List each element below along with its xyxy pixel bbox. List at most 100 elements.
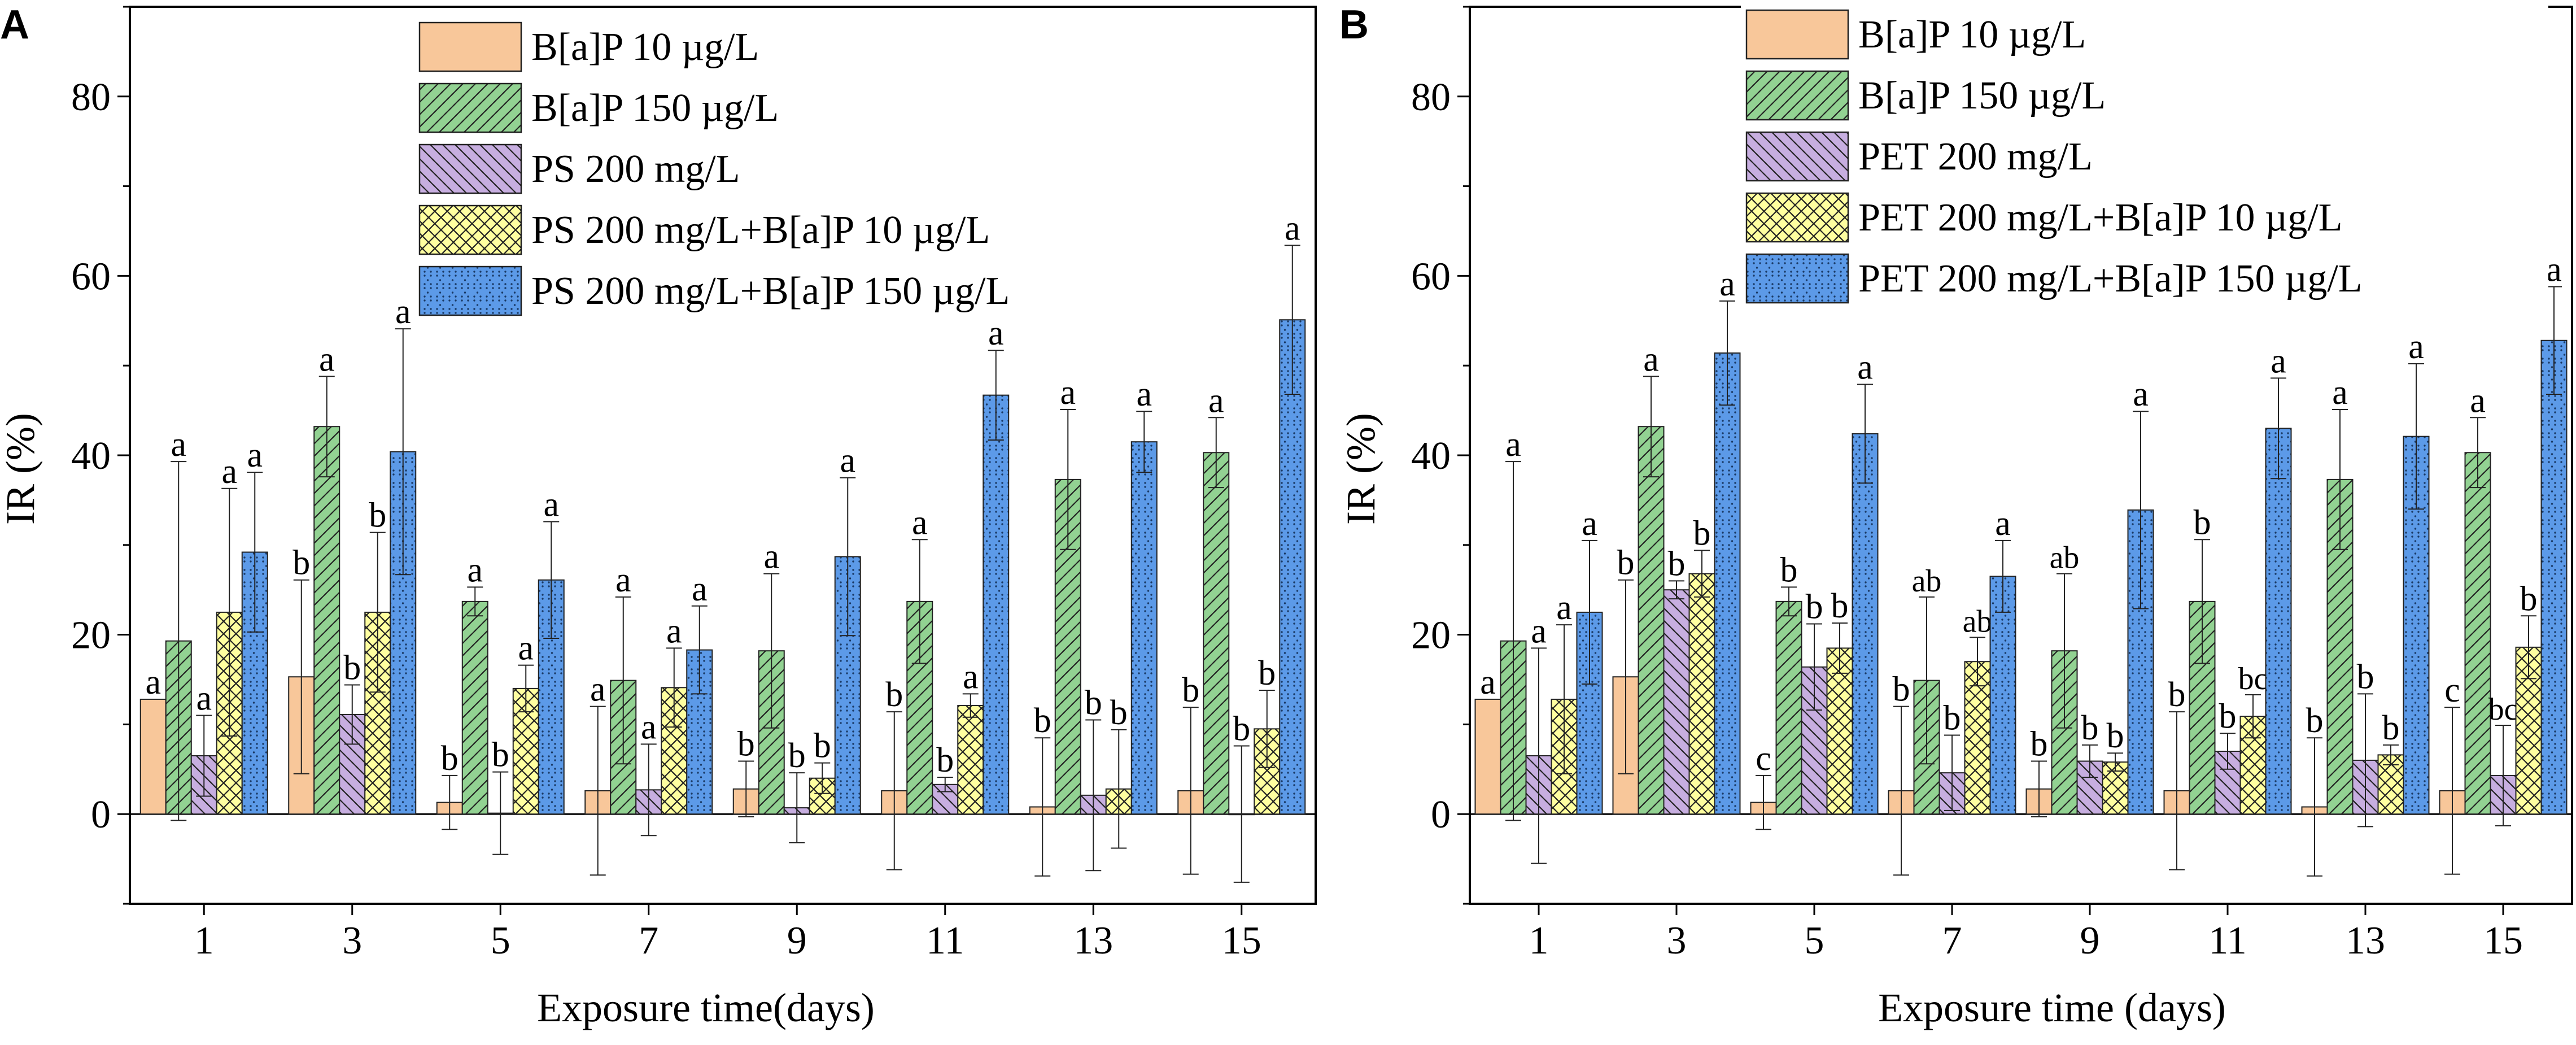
significance-label: b (2219, 697, 2237, 735)
legend-label: B[a]P 150 µg/L (531, 86, 779, 130)
y-tick-label: 0 (91, 793, 111, 837)
significance-label: a (666, 612, 682, 650)
y-tick-label: 80 (71, 76, 111, 119)
significance-label: b (343, 649, 361, 687)
legend-label: B[a]P 10 µg/L (1858, 13, 2086, 56)
significance-label: b (2306, 702, 2324, 740)
significance-label: a (1995, 504, 2011, 543)
legend-label: PET 200 mg/L+B[a]P 150 µg/L (1858, 257, 2363, 301)
significance-label: b (369, 497, 386, 535)
significance-label: a (1060, 373, 1076, 412)
bar (461, 600, 488, 815)
panel-b-ylabel: IR (%) (1338, 413, 1383, 525)
bar (1688, 573, 1715, 815)
y-tick-label: 60 (1411, 255, 1451, 298)
bar (1775, 600, 1802, 815)
significance-label: a (1285, 209, 1300, 247)
y-tick-label: 60 (71, 255, 111, 298)
significance-label: a (2332, 373, 2348, 412)
x-tick-label: 3 (342, 919, 362, 963)
x-tick-label: 15 (1222, 919, 1261, 963)
significance-label: b (2194, 503, 2211, 542)
significance-label: b (936, 741, 954, 780)
bar (1474, 698, 1501, 815)
significance-label: ab (1963, 604, 1993, 639)
legend-label: PS 200 mg/L+B[a]P 150 µg/L (531, 269, 1010, 313)
significance-label: a (912, 503, 928, 542)
significance-label: b (1110, 694, 1128, 732)
bar (1826, 647, 1853, 815)
significance-label: b (1806, 588, 1823, 626)
significance-label: b (1693, 514, 1711, 552)
significance-label: a (196, 680, 212, 718)
legend-swatch (1745, 131, 1849, 182)
y-tick-label: 40 (1411, 434, 1451, 478)
significance-label: bc (2488, 692, 2518, 727)
x-tick-label: 11 (926, 919, 964, 963)
significance-label: b (2382, 709, 2400, 747)
bar (313, 426, 340, 815)
significance-label: a (1480, 663, 1496, 702)
legend-swatch (418, 265, 522, 316)
legend-swatch (418, 204, 522, 255)
bar (1130, 441, 1158, 815)
significance-label: b (1085, 683, 1102, 722)
bar (2265, 428, 2292, 815)
legend-swatch (1745, 9, 1849, 60)
significance-label: a (1857, 349, 1873, 387)
bar (1989, 576, 2016, 815)
significance-label: a (763, 538, 779, 576)
significance-label: c (2444, 671, 2460, 709)
panel-a-xlabel: Exposure time(days) (537, 985, 875, 1030)
significance-label: a (963, 658, 979, 696)
significance-label: b (1034, 702, 1051, 740)
panel-a-label: A (0, 2, 29, 47)
significance-label: a (145, 663, 161, 702)
significance-label: a (1531, 612, 1547, 650)
panel-b-xlabel: Exposure time (days) (1878, 985, 2226, 1030)
x-tick-label: 11 (2208, 919, 2246, 963)
significance-label: b (1233, 710, 1250, 748)
significance-label: a (2271, 342, 2286, 380)
significance-label: ab (1912, 564, 1942, 599)
significance-label: a (1719, 265, 1735, 303)
legend-swatch (1745, 253, 1849, 304)
x-tick-label: 3 (1667, 919, 1687, 963)
y-tick-label: 20 (71, 614, 111, 658)
legend-background (1741, 6, 2548, 315)
significance-label: b (2031, 725, 2048, 764)
significance-label: b (737, 725, 755, 764)
significance-label: a (1136, 375, 1152, 413)
significance-label: b (2520, 580, 2538, 618)
x-tick-label: 5 (491, 919, 510, 963)
significance-label: a (1643, 340, 1659, 378)
significance-label: ab (2050, 541, 2080, 576)
x-tick-label: 13 (2346, 919, 2385, 963)
significance-label: a (1556, 589, 1572, 627)
legend-background (414, 18, 1097, 328)
significance-label: a (2546, 250, 2562, 289)
significance-label: a (543, 486, 559, 524)
panel-b-label: B (1339, 2, 1369, 47)
significance-label: a (395, 293, 411, 331)
significance-label: b (1944, 699, 1961, 737)
significance-label: bc (2238, 661, 2268, 696)
significance-label: b (1182, 671, 1199, 709)
significance-label: a (641, 708, 657, 746)
significance-label: b (788, 737, 806, 775)
x-tick-label: 1 (194, 919, 214, 963)
y-tick-label: 0 (1431, 793, 1451, 837)
bar (1663, 589, 1690, 815)
bar (957, 705, 984, 815)
legend-label: PET 200 mg/L (1858, 135, 2093, 178)
bar (1714, 352, 1741, 815)
significance-label: b (2107, 717, 2124, 755)
significance-label: c (1756, 739, 1771, 778)
significance-label: a (1505, 425, 1521, 464)
significance-label: a (590, 670, 606, 709)
legend-label: PS 200 mg/L+B[a]P 10 µg/L (531, 208, 990, 252)
